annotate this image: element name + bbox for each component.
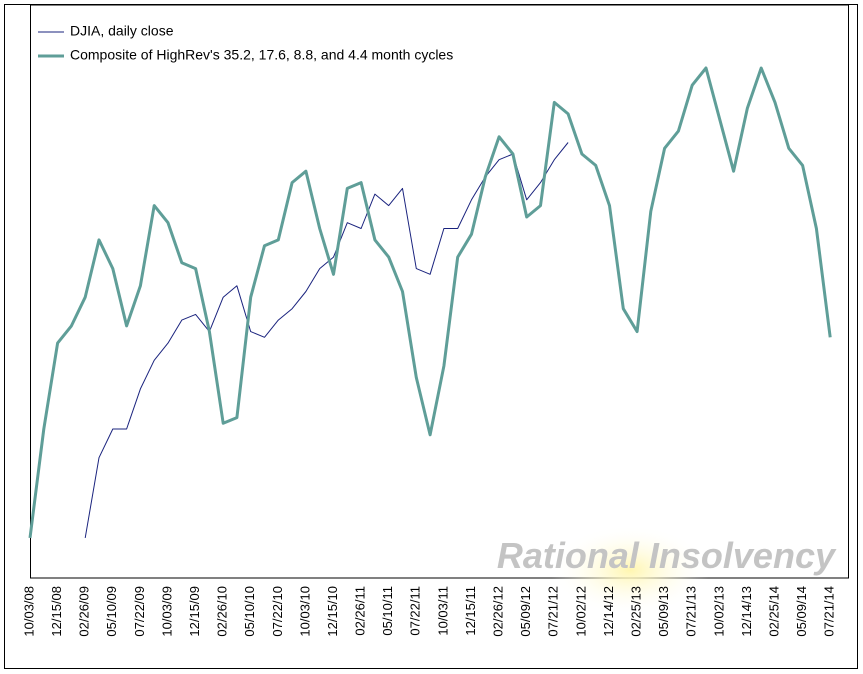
x-tick-label: 02/26/12	[491, 586, 506, 637]
x-tick-label: 12/14/12	[601, 586, 616, 637]
x-tick-label: 05/10/11	[380, 586, 395, 636]
series-line	[28, 66, 832, 539]
x-tick-label: 12/15/08	[49, 586, 64, 637]
x-tick-label: 12/14/13	[739, 586, 754, 637]
x-tick-label: 05/09/13	[656, 586, 671, 637]
x-tick-label: 02/26/11	[353, 586, 368, 636]
x-tick-label: 02/26/09	[77, 586, 92, 637]
x-tick-label: 02/25/13	[628, 586, 643, 637]
x-tick-label: 05/09/12	[518, 586, 533, 637]
x-tick-label: 07/22/10	[270, 586, 285, 637]
x-tick-label: 12/15/09	[187, 586, 202, 637]
x-tick-label: 05/10/10	[242, 586, 257, 637]
x-tick-label: 07/22/09	[132, 586, 147, 637]
x-tick-label: 07/22/11	[408, 586, 423, 636]
legend-label: Composite of HighRev's 35.2, 17.6, 8.8, …	[70, 47, 453, 63]
x-tick-label: 05/10/09	[104, 586, 119, 637]
frame	[4, 4, 858, 669]
legend-label: DJIA, daily close	[70, 23, 174, 39]
x-tick-label: 05/09/14	[794, 586, 809, 637]
x-tick-label: 10/03/11	[435, 586, 450, 636]
watermark-glow	[550, 525, 710, 615]
x-tick-label: 07/21/12	[546, 586, 561, 637]
plot-area	[30, 4, 849, 579]
x-tick-label: 02/26/10	[215, 586, 230, 637]
watermark: Rational Insolvency	[497, 535, 837, 576]
x-tick-label: 10/02/13	[711, 586, 726, 637]
x-tick-label: 12/15/11	[463, 586, 478, 636]
x-tick-label: 10/03/10	[297, 586, 312, 637]
x-tick-label: 10/02/12	[573, 586, 588, 637]
x-tick-label: 07/21/13	[684, 586, 699, 637]
x-tick-label: 07/21/14	[822, 586, 837, 637]
x-tick-label: 10/03/08	[21, 586, 36, 637]
x-tick-label: 02/25/14	[766, 586, 781, 637]
x-tick-label: 12/15/10	[325, 586, 340, 637]
x-tick-label: 10/03/09	[159, 586, 174, 637]
